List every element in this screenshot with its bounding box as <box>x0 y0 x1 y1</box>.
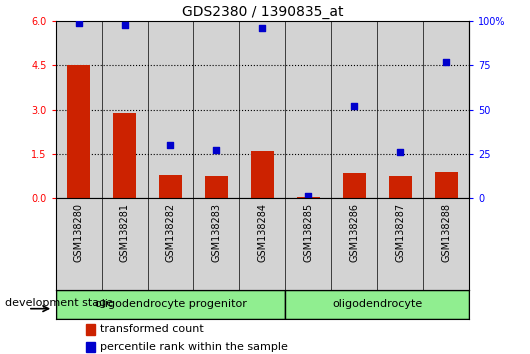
Bar <box>297 197 320 198</box>
Point <box>350 103 358 109</box>
Bar <box>435 172 457 198</box>
Text: GSM138283: GSM138283 <box>211 203 222 262</box>
Text: development stage: development stage <box>5 298 113 308</box>
Title: GDS2380 / 1390835_at: GDS2380 / 1390835_at <box>182 5 343 19</box>
Point <box>120 22 129 28</box>
Text: GSM138288: GSM138288 <box>441 203 451 262</box>
Bar <box>159 175 182 198</box>
Bar <box>86 324 94 335</box>
Bar <box>205 176 228 198</box>
Text: GSM138281: GSM138281 <box>120 203 129 262</box>
Text: GSM138280: GSM138280 <box>74 203 84 262</box>
Text: oligodendrocyte: oligodendrocyte <box>332 299 422 309</box>
Bar <box>67 65 90 198</box>
Bar <box>56 290 285 319</box>
Point <box>166 142 175 148</box>
Text: GSM138285: GSM138285 <box>303 203 313 262</box>
Bar <box>343 173 366 198</box>
Text: GSM138286: GSM138286 <box>349 203 359 262</box>
Text: GSM138282: GSM138282 <box>165 203 175 262</box>
Text: GSM138284: GSM138284 <box>258 203 267 262</box>
Text: transformed count: transformed count <box>100 324 204 334</box>
Bar <box>285 290 469 319</box>
Point <box>258 25 267 31</box>
Point <box>212 148 220 153</box>
Point <box>442 59 450 65</box>
Point <box>304 194 313 199</box>
Point <box>396 149 404 155</box>
Bar <box>86 342 94 352</box>
Bar <box>251 151 274 198</box>
Text: GSM138287: GSM138287 <box>395 203 405 262</box>
Point <box>74 20 83 26</box>
Text: percentile rank within the sample: percentile rank within the sample <box>100 342 287 352</box>
Bar <box>113 113 136 198</box>
Bar <box>388 176 412 198</box>
Text: oligodendrocyte progenitor: oligodendrocyte progenitor <box>94 299 246 309</box>
